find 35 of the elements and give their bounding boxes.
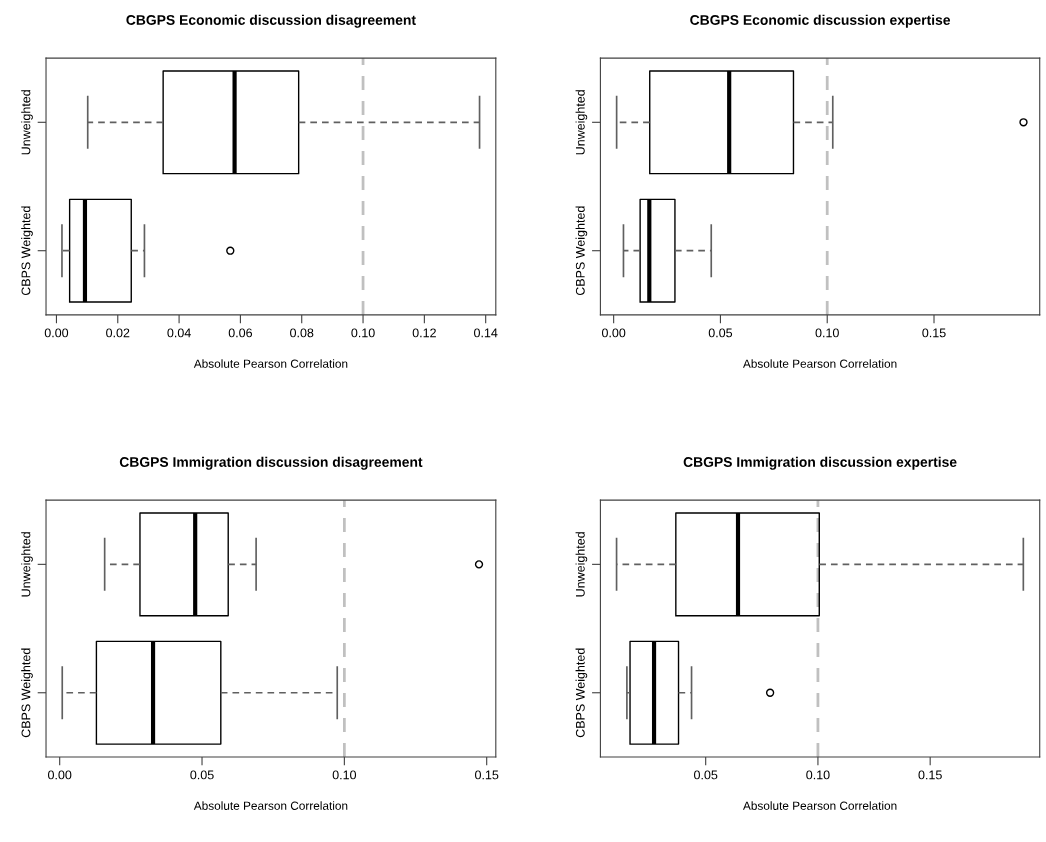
- x-tick-label: 0.06: [228, 328, 253, 338]
- y-tick-label: Unweighted: [21, 532, 33, 597]
- y-tick-label: CBPS Weighted: [575, 206, 588, 296]
- chart-title: CBGPS Economic discussion expertise: [690, 14, 951, 28]
- x-tick-label: 0.00: [44, 328, 69, 338]
- y-tick-label: CBPS Weighted: [21, 648, 33, 738]
- x-axis-title: Absolute Pearson Correlation: [193, 359, 348, 368]
- chart-title: CBGPS Economic discussion disagreement: [126, 14, 416, 28]
- x-tick-label: 0.08: [290, 328, 314, 338]
- x-tick-label: 0.10: [332, 770, 357, 780]
- x-tick-label: 0.00: [601, 328, 626, 338]
- x-axis-title: Absolute Pearson Correlation: [742, 801, 897, 810]
- x-tick-label: 0.00: [48, 770, 72, 780]
- x-tick-label: 0.10: [815, 328, 839, 338]
- y-tick-label: Unweighted: [21, 90, 33, 155]
- x-tick-label: 0.14: [474, 328, 498, 338]
- y-tick-label: CBPS Weighted: [575, 648, 588, 738]
- x-axis-title: Absolute Pearson Correlation: [742, 359, 897, 368]
- chart-title: CBGPS Immigration discussion disagreement: [119, 456, 423, 470]
- x-tick-label: 0.04: [167, 328, 191, 338]
- x-tick-label: 0.05: [190, 770, 214, 780]
- x-tick-label: 0.05: [694, 770, 718, 780]
- x-tick-label: 0.15: [918, 770, 942, 780]
- x-tick-label: 0.10: [351, 328, 375, 338]
- x-tick-label: 0.15: [475, 770, 499, 780]
- x-tick-label: 0.10: [806, 770, 830, 780]
- y-tick-label: CBPS Weighted: [21, 206, 33, 296]
- x-tick-label: 0.15: [922, 328, 946, 338]
- y-tick-label: Unweighted: [575, 532, 588, 597]
- x-axis-title: Absolute Pearson Correlation: [193, 801, 348, 810]
- x-tick-label: 0.05: [708, 328, 733, 338]
- chart-title: CBGPS Immigration discussion expertise: [683, 456, 957, 470]
- x-tick-label: 0.12: [412, 328, 436, 338]
- y-tick-label: Unweighted: [575, 90, 588, 155]
- x-tick-label: 0.02: [106, 328, 130, 338]
